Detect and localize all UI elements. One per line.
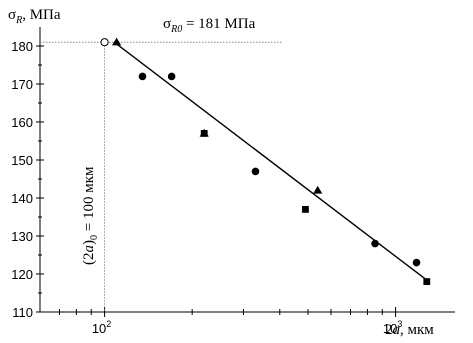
data-point-square (200, 130, 208, 137)
annotation-a0-sub: 0 (89, 235, 100, 240)
y-tick-label: 160 (11, 115, 33, 130)
data-point-circle (371, 239, 379, 248)
y-tick-label: 110 (12, 305, 33, 320)
guide-lines (40, 41, 283, 312)
annotation-sigma-symbol: σ (163, 16, 171, 32)
x-tick-label: 103 (383, 319, 402, 336)
x-tick-label-base: 10 (92, 321, 106, 336)
x-tick-label-exponent: 2 (106, 319, 111, 329)
annotation-a0-close: ) (81, 240, 97, 245)
annotation-a0-value: = 100 мкм (81, 166, 97, 235)
y-tick-label: 180 (11, 39, 33, 54)
data-point-triangle (112, 37, 122, 46)
x-axis-label: 2a, мкм (385, 322, 434, 338)
y-tick-label: 130 (11, 229, 33, 244)
data-point-circle (251, 167, 260, 176)
annotation-sigma-value: = 181 МПа (182, 16, 255, 32)
y-axis-label-sub: R (15, 15, 22, 26)
annotation-a0-open: (2 (81, 253, 97, 266)
annotation-a0-variable: a (81, 245, 97, 253)
y-tick-label: 170 (11, 77, 33, 92)
y-tick-label: 120 (11, 267, 33, 282)
y-axis-label-symbol: σ (8, 7, 16, 23)
y-tick-label: 150 (11, 153, 33, 168)
x-axis-label-unit: , мкм (400, 322, 434, 338)
x-tick-label: 102 (92, 319, 111, 336)
data-point-triangle (313, 185, 323, 194)
annotation-a0: (2a)0 = 100 мкм (81, 166, 100, 265)
x-axis-label-number: 2 (385, 322, 393, 338)
x-axis-label-variable: a (393, 322, 401, 338)
data-point-square (423, 278, 431, 285)
data-point-circle (138, 72, 147, 81)
reference-point (100, 38, 109, 47)
annotation-sigma-sub: R0 (170, 24, 182, 35)
annotation-sigma-r0: σR0 = 181 МПа (163, 16, 256, 35)
y-axis-label-unit: , МПа (22, 7, 61, 23)
data-point-circle (167, 72, 176, 81)
fit-line (113, 41, 430, 283)
x-tick-label-base: 10 (383, 321, 397, 336)
data-marks (100, 37, 431, 285)
y-tick-label: 140 (11, 191, 33, 206)
y-axis-label: σR, МПа (8, 7, 61, 26)
data-point-circle (412, 258, 421, 267)
x-tick-label-exponent: 3 (397, 319, 402, 329)
data-point-square (302, 206, 309, 213)
